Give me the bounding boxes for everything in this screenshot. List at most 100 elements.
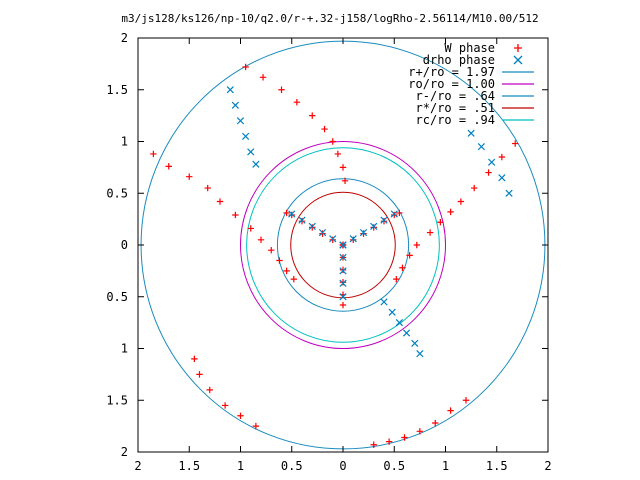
x-tick-label-0: 2 (134, 459, 141, 473)
point-0-5-4 (321, 125, 328, 133)
legend-label-6: rc/ro = .94 (416, 113, 495, 127)
point-0-7-4 (237, 412, 244, 419)
point-0-5-5 (309, 112, 316, 119)
point-0-2-3 (339, 279, 347, 286)
point-1-0-2 (318, 228, 327, 237)
point-1-5-4 (505, 189, 513, 197)
legend-label-3: ro/ro = 1.00 (408, 77, 495, 91)
point-0-4-3 (413, 241, 420, 249)
point-0-3-7 (216, 198, 224, 205)
point-0-2-5 (339, 301, 347, 309)
x-tick-label-2: 1 (237, 459, 244, 473)
point-0-7-1 (196, 371, 203, 378)
point-1-3-3 (395, 319, 403, 327)
legend-label-0: W phase (444, 41, 495, 55)
point-1-3-1 (411, 339, 419, 347)
point-1-1-1 (349, 235, 357, 243)
point-0-1-6 (396, 209, 403, 217)
point-0-3-9 (186, 173, 193, 180)
point-0-0-4 (298, 217, 306, 225)
point-0-3-4 (257, 236, 265, 244)
point-1-2-1 (339, 253, 347, 262)
point-0-0-1 (329, 236, 336, 244)
point-0-6-6 (370, 441, 377, 448)
y-tick-label-1: 1.5 (106, 83, 128, 97)
point-1-1-2 (359, 228, 368, 237)
point-0-3-8 (204, 184, 211, 192)
x-tick-label-6: 1 (442, 459, 449, 473)
point-1-3-2 (402, 329, 411, 337)
point-0-3-11 (150, 150, 157, 158)
point-0-1-5 (391, 211, 398, 219)
point-1-5-2 (488, 158, 496, 166)
point-0-6-4 (401, 434, 408, 441)
point-0-1-1 (350, 236, 357, 244)
y-tick-label-7: 1.5 (106, 393, 128, 407)
point-1-1-5 (390, 210, 398, 218)
point-0-3-1 (283, 267, 290, 275)
circle-4 (246, 147, 440, 343)
point-1-1-3 (370, 222, 378, 230)
point-1-5-3 (498, 174, 506, 182)
point-0-7-3 (221, 402, 229, 409)
data-marks (150, 63, 519, 448)
point-1-0-4 (298, 216, 306, 224)
point-0-3-6 (232, 211, 239, 219)
point-1-2-4 (339, 293, 347, 301)
point-0-4-1 (399, 264, 406, 271)
legend-label-5: r*/ro = .51 (416, 101, 495, 115)
legend-label-1: drho phase (423, 53, 495, 67)
point-0-7-0 (191, 355, 198, 363)
point-0-5-6 (293, 98, 301, 106)
point-0-4-10 (498, 153, 506, 161)
point-1-0-5 (288, 210, 296, 218)
x-tick-label-1: 1.5 (178, 459, 200, 473)
x-tick-label-7: 1.5 (486, 459, 508, 473)
point-1-4-0 (252, 160, 260, 168)
x-tick-label-4: 0 (339, 459, 346, 473)
point-0-4-0 (393, 275, 400, 283)
y-tick-label-0: 2 (121, 31, 128, 45)
point-0-3-2 (276, 257, 283, 264)
legend-swatch-0 (514, 44, 522, 52)
point-1-2-2 (339, 267, 347, 275)
point-1-4-4 (231, 101, 239, 109)
point-0-4-4 (426, 229, 434, 236)
point-0-7-2 (206, 386, 213, 394)
point-0-6-0 (462, 397, 470, 404)
point-1-4-2 (242, 132, 250, 140)
point-0-5-3 (329, 138, 336, 145)
point-1-3-5 (380, 298, 388, 306)
point-0-3-0 (290, 275, 297, 283)
point-0-5-9 (242, 63, 249, 71)
point-0-4-5 (437, 219, 444, 226)
point-0-3-5 (247, 225, 254, 232)
point-1-2-0 (339, 241, 347, 249)
point-1-5-0 (467, 129, 475, 137)
chart-title: m3/js128/ks126/np-10/q2.0/r-+.32-j158/lo… (121, 12, 538, 25)
y-tick-label-5: 0.5 (106, 290, 128, 304)
point-0-4-6 (447, 208, 454, 216)
point-1-0-3 (308, 222, 316, 230)
x-tick-label-8: 2 (544, 459, 551, 473)
axis-ticks: 2 1.5 1 0.5 0 0.5 1 1.5 221.510.500.511.52 (106, 31, 551, 473)
point-0-2-2 (339, 266, 347, 274)
point-1-1-4 (380, 216, 388, 224)
legend-label-4: r-/ro = .64 (416, 89, 495, 103)
x-tick-label-5: 0.5 (383, 459, 405, 473)
point-0-3-3 (268, 246, 275, 254)
point-0-4-7 (457, 198, 465, 205)
point-0-1-3 (370, 224, 377, 231)
point-0-4-2 (406, 252, 413, 259)
point-0-0-2 (319, 230, 326, 237)
point-1-5-1 (477, 143, 485, 151)
point-0-7-5 (252, 422, 260, 430)
point-0-6-5 (385, 438, 393, 445)
point-0-4-9 (485, 169, 492, 176)
point-0-1-2 (360, 230, 367, 237)
point-0-0-3 (309, 224, 316, 231)
point-1-3-0 (416, 350, 424, 358)
circle-1 (240, 141, 446, 349)
